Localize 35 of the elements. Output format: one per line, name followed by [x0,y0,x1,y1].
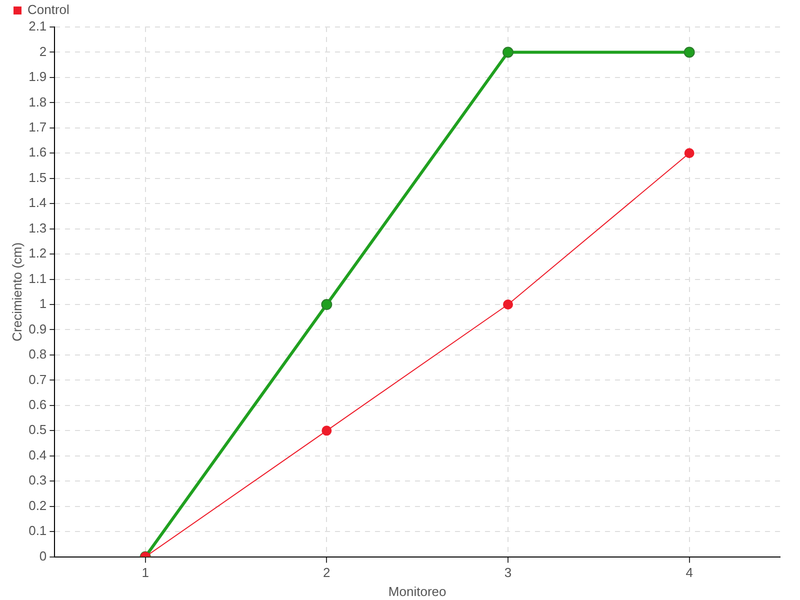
y-tick-label: 1.7 [28,119,47,134]
y-tick-label: 1.3 [28,220,47,236]
y-tick-label: 0 [39,548,47,564]
y-tick-label: 1.9 [28,69,47,84]
y-tick-label: 0.6 [28,397,47,412]
y-tick-label: 1.5 [28,170,47,185]
x-tick-label: 4 [686,565,693,580]
y-tick-label: 1 [39,296,47,312]
y-tick-label: 0.8 [28,346,47,362]
x-tick-label: 3 [504,565,512,580]
y-tick-label: 2 [39,44,47,59]
y-tick-label: 0.1 [28,523,47,538]
y-tick-label: 1.1 [28,270,47,286]
y-tick-label: 0.2 [28,498,47,513]
y-tick-label: 0.9 [28,321,47,336]
point [503,300,513,310]
y-axis-title: Crecimiento (cm) [9,242,24,342]
y-tick-label: 1.8 [28,94,47,110]
y-tick-label: 1.6 [28,144,47,160]
point [322,426,332,436]
point [684,148,694,158]
point [684,46,695,58]
y-tick-label: 2.1 [28,18,47,34]
point [321,299,332,310]
legend-label: Control [28,2,70,18]
y-tick-label: 0.7 [28,372,47,387]
y-tick-label: 0.3 [28,472,47,488]
x-tick-label: 1 [142,565,149,580]
y-tick-label: 1.2 [28,246,47,261]
y-tick-label: 1.4 [28,195,47,210]
x-axis-title: Monitoreo [388,584,446,599]
y-tick-label: 0.5 [28,422,47,438]
x-tick-label: 2 [323,565,330,580]
point [502,46,514,58]
y-tick-label: 0.4 [28,447,47,462]
